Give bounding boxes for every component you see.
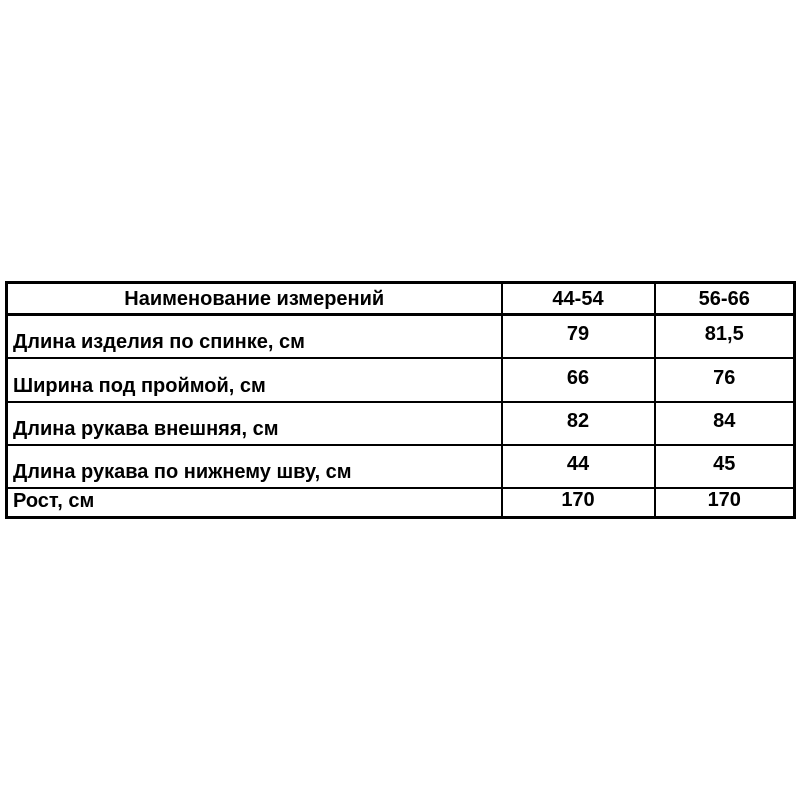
table-row-under-seam-sleeve-length: Длина рукава по нижнему шву, см 44 45 — [5, 443, 796, 489]
table-row-outer-sleeve-length: Длина рукава внешняя, см 82 84 — [5, 400, 796, 446]
table-row-width-under-armhole: Ширина под проймой, см 66 76 — [5, 356, 796, 403]
cell-value: 82 — [500, 400, 656, 446]
row-label: Длина рукава по нижнему шву, см — [5, 443, 503, 489]
size-table-container: Наименование измерений 44-54 56-66 Длина… — [5, 281, 796, 519]
row-label: Ширина под проймой, см — [5, 356, 503, 403]
size-table-header: Наименование измерений 44-54 56-66 — [5, 281, 796, 316]
cell-value: 45 — [653, 443, 796, 489]
column-header-size-44-54: 44-54 — [500, 281, 656, 316]
table-row-back-length: Длина изделия по спинке, см 79 81,5 — [5, 313, 796, 359]
column-header-size-56-66: 56-66 — [653, 281, 796, 316]
header-row: Наименование измерений 44-54 56-66 — [5, 281, 796, 316]
table-row-height: Рост, см 170 170 — [5, 486, 796, 519]
cell-value: 84 — [653, 400, 796, 446]
size-table: Наименование измерений 44-54 56-66 Длина… — [5, 281, 796, 519]
row-label: Длина рукава внешняя, см — [5, 400, 503, 446]
cell-value: 170 — [653, 486, 796, 519]
cell-value: 44 — [500, 443, 656, 489]
row-label: Длина изделия по спинке, см — [5, 313, 503, 359]
cell-value: 66 — [500, 356, 656, 403]
size-table-body: Длина изделия по спинке, см 79 81,5 Шири… — [5, 313, 796, 519]
cell-value: 76 — [653, 356, 796, 403]
column-header-measurement-name: Наименование измерений — [5, 281, 503, 316]
cell-value: 81,5 — [653, 313, 796, 359]
row-label: Рост, см — [5, 486, 503, 519]
cell-value: 170 — [500, 486, 656, 519]
cell-value: 79 — [500, 313, 656, 359]
